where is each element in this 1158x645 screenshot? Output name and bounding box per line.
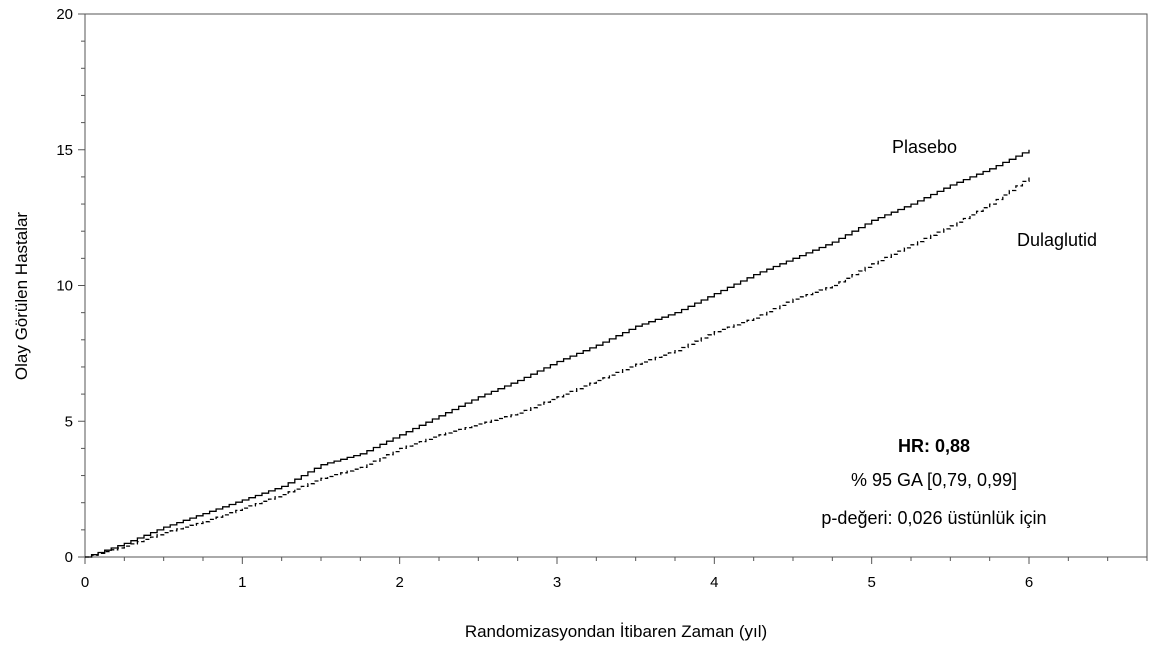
series-label-dulaglutid: Dulaglutid bbox=[1017, 230, 1097, 250]
x-tick-label: 0 bbox=[81, 574, 89, 591]
y-tick-label: 0 bbox=[65, 549, 73, 566]
series-lines bbox=[85, 149, 1030, 558]
x-tick-label: 3 bbox=[553, 574, 561, 591]
x-tick-label: 2 bbox=[395, 574, 403, 591]
y-tick-label: 20 bbox=[56, 6, 73, 23]
series-line-dulaglutid bbox=[85, 176, 1030, 558]
series-line-plasebo bbox=[85, 149, 1030, 558]
x-tick-label: 5 bbox=[867, 574, 875, 591]
x-tick-label: 1 bbox=[238, 574, 246, 591]
x-axis-ticks: 0 1 2 3 4 5 6 bbox=[81, 557, 1148, 591]
annotation-ci: % 95 GA [0,79, 0,99] bbox=[851, 470, 1017, 490]
y-tick-label: 5 bbox=[65, 413, 73, 430]
series-label-plasebo: Plasebo bbox=[892, 137, 957, 157]
y-tick-label: 15 bbox=[56, 142, 73, 159]
annotation-p: p-değeri: 0,026 üstünlük için bbox=[821, 508, 1046, 528]
y-axis-ticks: 0 5 10 15 20 bbox=[56, 6, 85, 566]
y-tick-label: 10 bbox=[56, 278, 73, 295]
x-tick-label: 4 bbox=[710, 574, 718, 591]
annotation-hr: HR: 0,88 bbox=[898, 436, 970, 456]
y-axis-title: Olay Görülen Hastalar bbox=[12, 212, 31, 381]
x-axis-title: Randomizasyondan İtibaren Zaman (yıl) bbox=[465, 622, 767, 641]
x-tick-label: 6 bbox=[1025, 574, 1033, 591]
